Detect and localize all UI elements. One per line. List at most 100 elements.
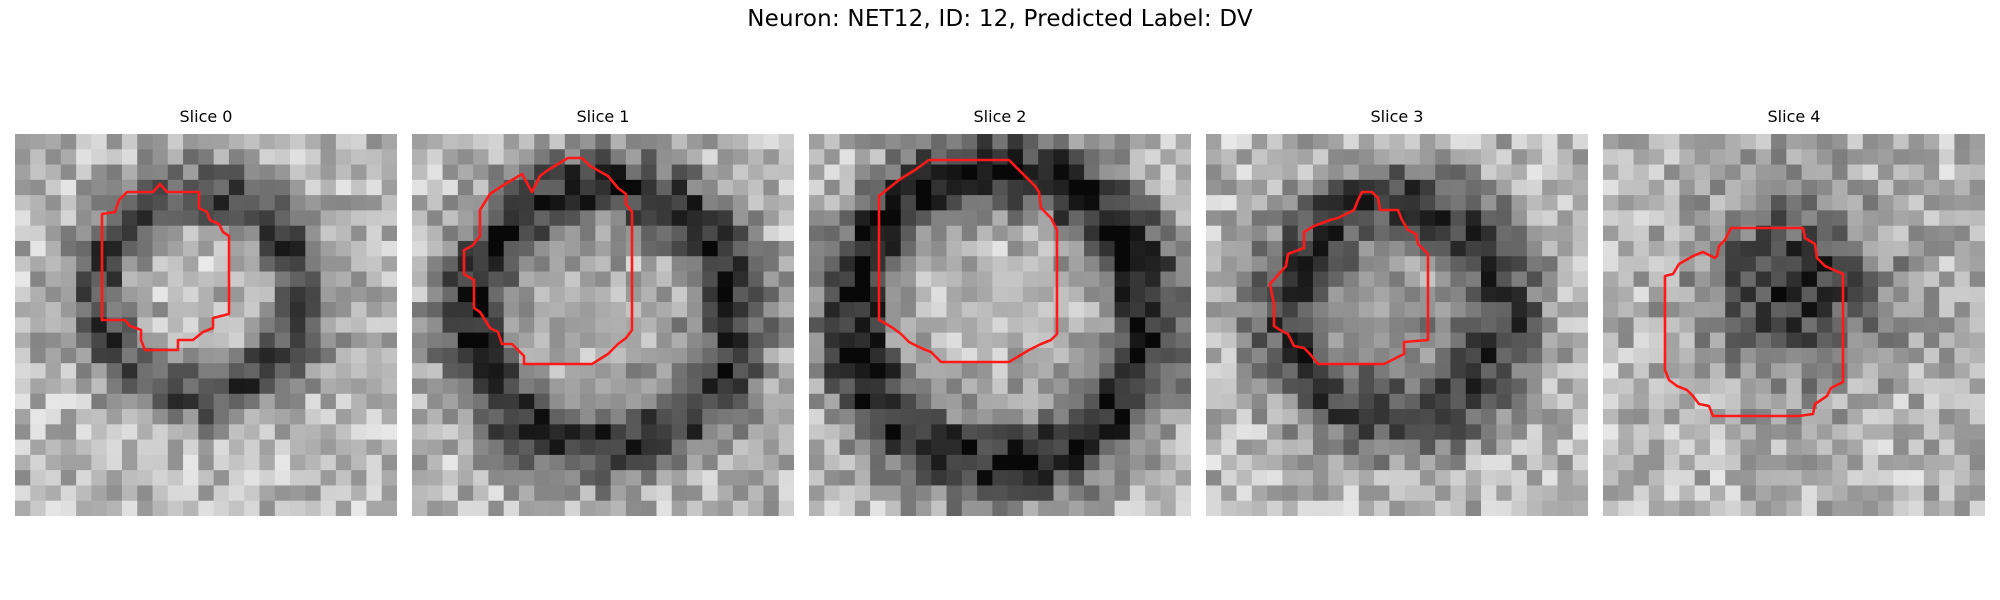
pixel	[442, 378, 459, 395]
pixel	[1297, 210, 1314, 227]
pixel	[152, 409, 169, 425]
pixel	[1557, 317, 1574, 334]
pixel	[91, 363, 108, 380]
pixel	[320, 286, 337, 303]
pixel	[549, 179, 566, 196]
pixel	[1053, 500, 1070, 516]
pixel	[1847, 195, 1864, 211]
pixel	[1068, 286, 1085, 303]
pixel	[1542, 149, 1559, 166]
pixel	[228, 363, 245, 380]
pixel	[1221, 271, 1238, 288]
pixel	[564, 378, 581, 395]
pixel	[580, 439, 596, 456]
pixel	[213, 454, 230, 471]
pixel	[1282, 470, 1299, 487]
pixel	[1832, 225, 1849, 242]
pixel	[564, 409, 581, 425]
pixel	[931, 210, 948, 227]
pixel	[1343, 179, 1360, 196]
pixel	[1297, 302, 1314, 318]
pixel	[625, 378, 642, 395]
pixel	[1618, 134, 1635, 150]
pixel	[1526, 500, 1543, 516]
pixel	[549, 317, 566, 334]
pixel	[961, 485, 978, 502]
pixel	[1786, 225, 1803, 242]
pixel	[1358, 210, 1375, 227]
pixel	[1374, 439, 1390, 456]
pixel	[320, 332, 337, 349]
pixel	[457, 302, 474, 318]
pixel	[121, 240, 138, 257]
pixel	[228, 210, 245, 227]
pixel	[1175, 470, 1191, 487]
pixel	[1755, 317, 1772, 334]
pixel	[1542, 347, 1559, 364]
pixel	[1496, 317, 1513, 334]
pixel	[915, 179, 932, 196]
pixel	[106, 164, 123, 181]
pixel	[1114, 500, 1131, 516]
pixel	[335, 470, 352, 487]
pixel	[1862, 302, 1879, 318]
pixel	[259, 179, 276, 196]
pixel	[381, 164, 397, 181]
pixel	[457, 347, 474, 364]
pixel	[473, 271, 489, 288]
pixel	[778, 210, 794, 227]
pixel	[274, 500, 291, 516]
pixel	[1175, 363, 1191, 380]
pixel	[946, 393, 963, 410]
pixel	[442, 439, 459, 456]
pixel	[1954, 240, 1971, 257]
pixel	[931, 134, 948, 150]
pixel	[137, 210, 154, 227]
pixel	[320, 347, 337, 364]
pixel	[412, 378, 428, 395]
pixel	[763, 134, 780, 150]
pixel	[1878, 164, 1894, 181]
pixel	[1694, 149, 1711, 166]
pixel	[1450, 393, 1467, 410]
pixel	[900, 347, 917, 364]
pixel	[1786, 256, 1803, 273]
pixel	[1389, 164, 1406, 181]
pixel	[1084, 164, 1100, 181]
pixel	[1068, 225, 1085, 242]
pixel	[1435, 347, 1452, 364]
pixel	[1496, 439, 1513, 456]
pixel	[457, 439, 474, 456]
pixel	[121, 271, 138, 288]
pixel	[1771, 210, 1787, 227]
pixel	[1328, 317, 1345, 334]
pixel	[320, 210, 337, 227]
pixel	[1450, 363, 1467, 380]
pixel	[1389, 210, 1406, 227]
pixel	[732, 485, 749, 502]
pixel	[488, 134, 505, 150]
pixel	[1068, 271, 1085, 288]
pixel	[549, 195, 566, 211]
pixel	[1862, 378, 1879, 395]
pixel	[473, 424, 489, 441]
pixel	[1557, 363, 1574, 380]
pixel	[91, 256, 108, 273]
pixel	[1786, 363, 1803, 380]
pixel	[534, 286, 551, 303]
pixel	[106, 332, 123, 349]
pixel	[518, 347, 535, 364]
pixel	[1297, 179, 1314, 196]
pixel	[259, 134, 276, 150]
pixel	[564, 134, 581, 150]
pixel	[1206, 179, 1222, 196]
pixel	[442, 317, 459, 334]
pixel	[1022, 149, 1039, 166]
pixel	[1251, 424, 1268, 441]
pixel	[1908, 210, 1925, 227]
pixel	[1893, 363, 1910, 380]
pixel	[763, 317, 780, 334]
pixel	[1496, 470, 1513, 487]
pixel	[259, 363, 276, 380]
pixel	[1022, 134, 1039, 150]
